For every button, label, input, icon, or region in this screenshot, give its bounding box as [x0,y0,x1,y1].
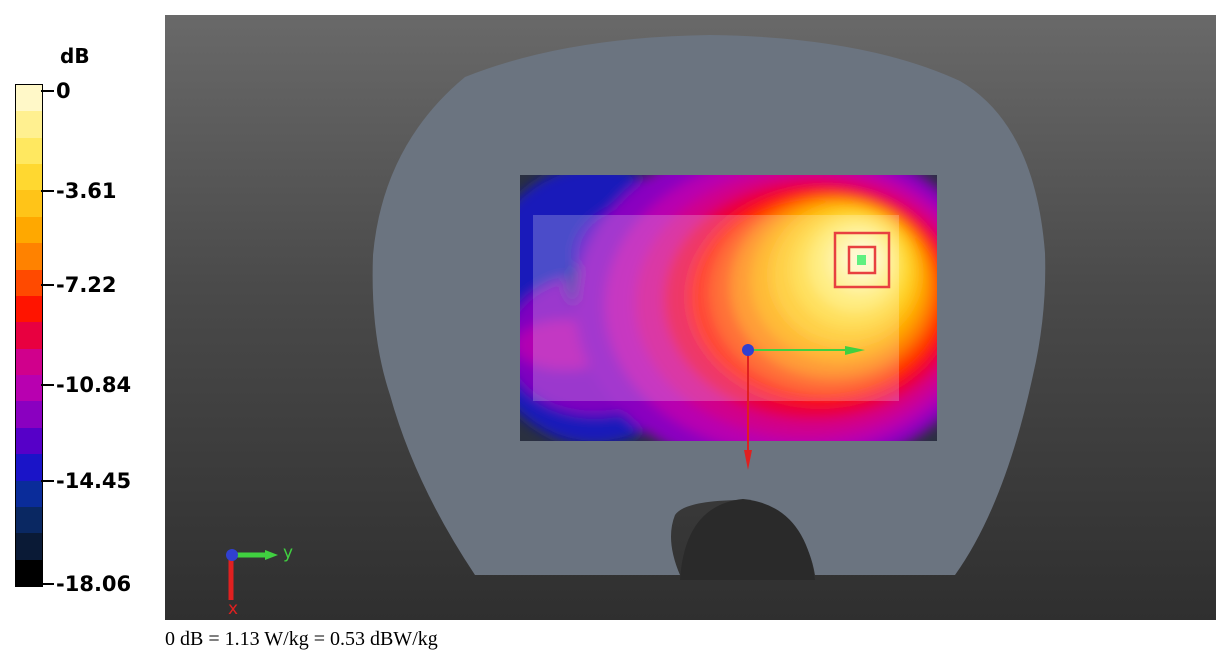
origin-point [742,344,754,356]
colorbar-band [16,243,42,271]
colorbar-band [16,401,42,429]
colorbar-tick-mark [41,284,54,286]
colorbar-band [16,111,42,139]
colorbar-band [16,454,42,482]
colorbar-tick-label: -18.06 [56,572,132,596]
triad-y-label: y [283,543,293,563]
colorbar-band [16,480,42,508]
colorbar [15,84,43,587]
colorbar-tick-label: -10.84 [56,373,132,397]
colorbar-band [16,506,42,534]
colorbar-band [16,190,42,218]
sar-3d-view[interactable]: y x [165,15,1216,620]
colorbar-band [16,216,42,244]
x-axis-arrowhead [744,450,752,470]
colorbar-band [16,559,42,587]
colorbar-band [16,85,42,112]
zoom-scan-area [533,215,899,401]
colorbar-tick-label: -3.61 [56,179,117,203]
peak-cube-inner [847,245,877,275]
peak-point [857,255,866,265]
colorbar-band [16,295,42,323]
colorbar-tick-label: 0 [56,79,71,103]
probe-holder-shape [680,499,815,580]
triad-y-arrowhead [265,550,278,560]
colorbar-band [16,375,42,402]
colorbar-tick-label: -7.22 [56,273,117,297]
sar-caption: 0 dB = 1.13 W/kg = 0.53 dBW/kg [165,628,438,650]
colorbar-band [16,322,42,350]
colorbar-band [16,348,42,376]
y-axis-arrowhead [845,346,865,355]
colorbar-band [16,533,42,561]
colorbar-band [16,137,42,165]
sar-heatmap [520,175,937,441]
colorbar-tick-label: -14.45 [56,469,132,493]
triad-origin [226,549,238,561]
colorbar-tick-mark [41,190,54,192]
triad-x-label: x [228,599,238,619]
colorbar-band [16,269,42,297]
colorbar-tick-mark [41,384,54,386]
colorbar-unit: dB [60,44,90,68]
colorbar-tick-mark [41,90,54,92]
colorbar-tick-mark [41,480,54,482]
colorbar-tick-mark [41,583,54,585]
colorbar-band [16,427,42,455]
colorbar-band [16,164,42,192]
colorbar-legend: dB 0 -3.61 -7.22 -10.84 -14.45 -18.06 [0,0,165,620]
peak-cube-outer [833,231,891,289]
sar-scene: y x [226,35,1046,619]
